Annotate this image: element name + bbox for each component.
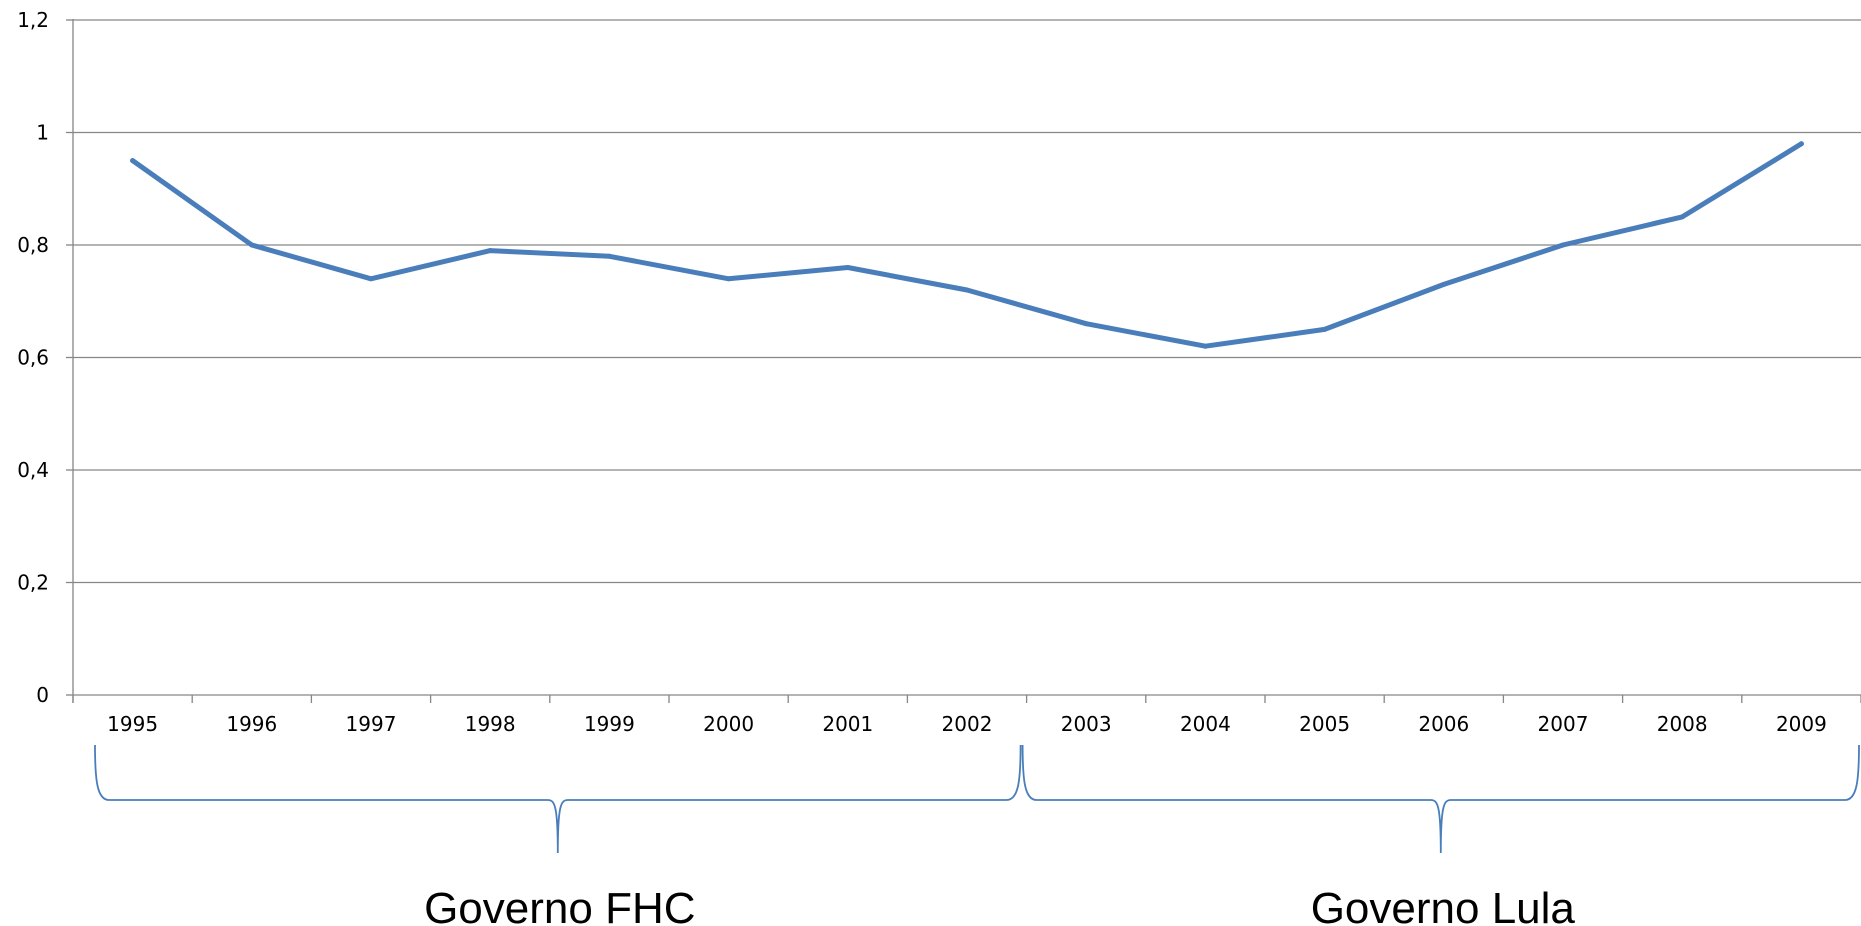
data-point bbox=[1798, 141, 1804, 147]
x-tick-label: 2003 bbox=[1061, 712, 1112, 736]
data-point bbox=[1441, 281, 1447, 287]
x-tick-label: 2007 bbox=[1538, 712, 1589, 736]
period-label: Governo Lula bbox=[1311, 884, 1576, 926]
x-tick-label: 2006 bbox=[1418, 712, 1469, 736]
data-point bbox=[368, 276, 374, 282]
y-tick-label: 0 bbox=[36, 683, 49, 707]
x-tick-label: 1997 bbox=[346, 712, 397, 736]
x-tick-label: 1999 bbox=[584, 712, 635, 736]
data-point bbox=[964, 287, 970, 293]
x-tick-label: 1996 bbox=[226, 712, 277, 736]
x-tick-label: 1998 bbox=[465, 712, 516, 736]
data-point bbox=[487, 248, 493, 254]
data-point bbox=[1083, 321, 1089, 327]
x-tick-label: 2008 bbox=[1657, 712, 1708, 736]
data-point bbox=[249, 242, 255, 248]
y-tick-label: 0,6 bbox=[17, 346, 49, 370]
x-tick-label: 2009 bbox=[1776, 712, 1827, 736]
x-tick-label: 2001 bbox=[822, 712, 873, 736]
data-point bbox=[606, 253, 612, 259]
y-tick-label: 0,4 bbox=[17, 458, 49, 482]
data-point bbox=[845, 265, 851, 270]
data-point bbox=[1560, 242, 1566, 248]
data-point bbox=[1322, 326, 1328, 332]
series-group bbox=[130, 141, 1804, 349]
x-tick-label: 1995 bbox=[107, 712, 158, 736]
data-point bbox=[1679, 214, 1685, 220]
y-tick-label: 0,8 bbox=[17, 233, 49, 257]
y-tick-label: 1 bbox=[36, 121, 49, 145]
period-label: Governo FHC bbox=[424, 884, 695, 926]
x-tick-label: 2000 bbox=[703, 712, 754, 736]
data-point bbox=[130, 158, 136, 164]
period-brace bbox=[94, 744, 1022, 854]
x-axis-ticks: 1995 1996 1997 1998 1999 2000 2001 2002 2003 2004… bbox=[72, 695, 1861, 736]
y-tick-label: 0,2 bbox=[17, 571, 49, 595]
x-tick-label: 2002 bbox=[942, 712, 993, 736]
axes bbox=[72, 19, 1861, 703]
x-tick-label: 2005 bbox=[1299, 712, 1350, 736]
period-brace bbox=[1021, 744, 1860, 854]
data-point bbox=[1202, 343, 1208, 349]
period-braces: Governo FHC Governo Lula bbox=[94, 744, 1860, 926]
gridlines bbox=[73, 19, 1861, 584]
y-tick-label: 1,2 bbox=[17, 8, 49, 32]
x-tick-label: 2004 bbox=[1180, 712, 1231, 736]
data-point bbox=[726, 276, 732, 282]
y-axis-ticks: 0 0,2 0,4 0,6 0,8 1 1,2 bbox=[17, 8, 73, 707]
